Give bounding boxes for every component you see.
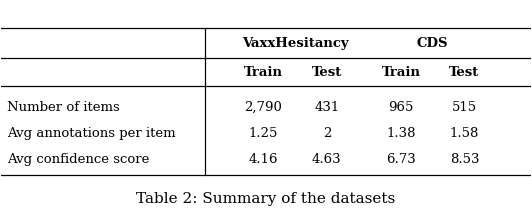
Text: Table 2: Summary of the datasets: Table 2: Summary of the datasets [136,192,396,206]
Text: 1.58: 1.58 [450,127,479,140]
Text: Number of items: Number of items [7,100,119,114]
Text: 515: 515 [452,100,477,114]
Text: Avg confidence score: Avg confidence score [7,153,149,166]
Text: 4.16: 4.16 [248,153,278,166]
Text: 431: 431 [314,100,339,114]
Text: 1.25: 1.25 [248,127,278,140]
Text: 8.53: 8.53 [450,153,479,166]
Text: Test: Test [312,66,342,79]
Text: Avg annotations per item: Avg annotations per item [7,127,176,140]
Text: 965: 965 [388,100,414,114]
Text: Train: Train [381,66,420,79]
Text: VaxxHesitancy: VaxxHesitancy [242,37,348,50]
Text: Train: Train [244,66,283,79]
Text: 6.73: 6.73 [386,153,416,166]
Text: 2,790: 2,790 [244,100,282,114]
Text: Test: Test [450,66,479,79]
Text: CDS: CDS [417,37,448,50]
Text: 1.38: 1.38 [386,127,415,140]
Text: 2: 2 [323,127,331,140]
Text: 4.63: 4.63 [312,153,342,166]
